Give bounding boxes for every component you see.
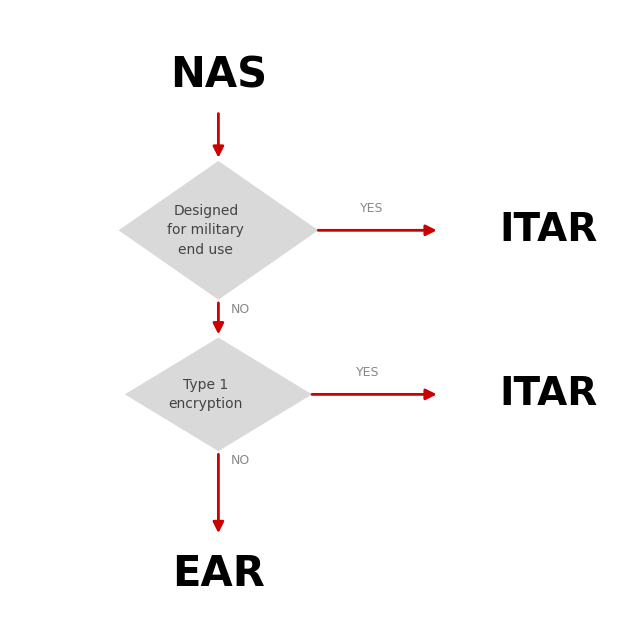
Text: ITAR: ITAR xyxy=(499,375,597,413)
Text: Designed
for military
end use: Designed for military end use xyxy=(167,204,245,257)
Text: NO: NO xyxy=(231,303,250,316)
Text: YES: YES xyxy=(356,365,380,379)
Text: ITAR: ITAR xyxy=(499,211,597,249)
Text: NO: NO xyxy=(231,454,250,468)
Polygon shape xyxy=(119,161,318,300)
Polygon shape xyxy=(125,338,312,451)
Text: EAR: EAR xyxy=(172,553,265,595)
Text: NAS: NAS xyxy=(170,55,267,97)
Text: YES: YES xyxy=(359,201,383,215)
Text: Type 1
encryption: Type 1 encryption xyxy=(168,377,243,411)
